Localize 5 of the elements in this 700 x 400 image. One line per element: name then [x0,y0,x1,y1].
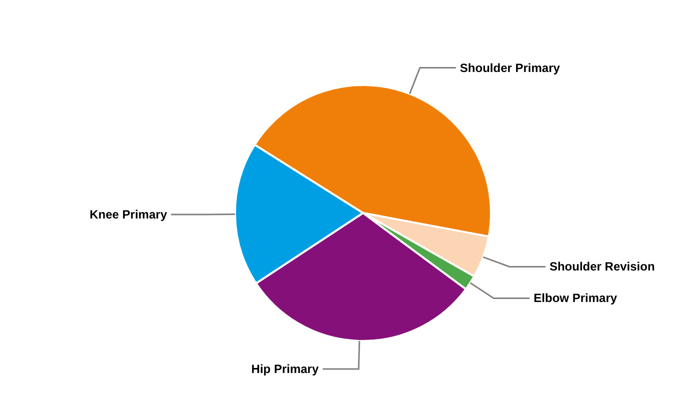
slice-label: Hip Primary [251,362,319,376]
slice-label: Knee Primary [90,208,168,222]
slice-label: Shoulder Primary [460,60,560,75]
slice-label: Elbow Primary [534,291,618,306]
slice-label: Shoulder Revision [549,260,655,274]
